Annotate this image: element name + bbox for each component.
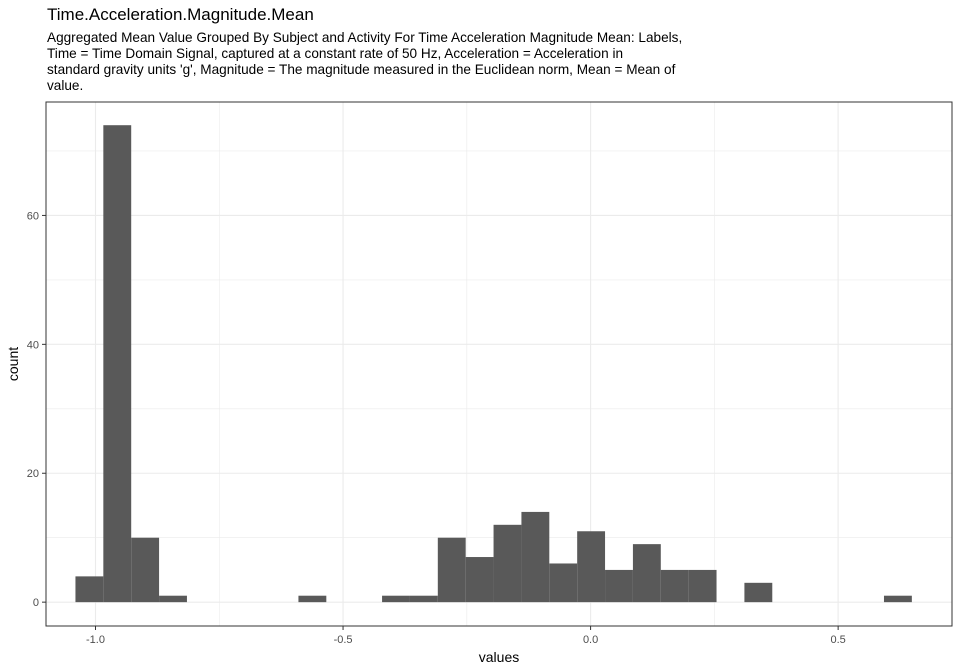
x-axis-title: values [479, 649, 519, 665]
subtitle-line: Aggregated Mean Value Grouped By Subject… [47, 30, 683, 45]
histogram-bar [298, 595, 327, 603]
histogram-bar [409, 595, 438, 603]
histogram-bar [437, 537, 466, 603]
chart-subtitle: Aggregated Mean Value Grouped By Subject… [47, 30, 737, 94]
axis-ticks [42, 214, 839, 630]
x-tick-label: 0.5 [830, 634, 845, 646]
y-tick-label: 20 [27, 468, 39, 480]
histogram-bar [549, 563, 578, 603]
x-tick-label: -1.0 [86, 634, 105, 646]
y-axis-title: count [5, 347, 21, 381]
histogram-bar [75, 576, 104, 603]
histogram-bar [465, 557, 494, 603]
y-tick-label: 0 [33, 597, 39, 609]
histogram-bar [883, 595, 912, 603]
histogram-bar [521, 511, 550, 603]
histogram-bar [493, 524, 522, 603]
histogram-bar [744, 582, 773, 603]
grid-major-lines [46, 102, 952, 626]
histogram-bar [660, 569, 689, 603]
histogram-bar [632, 544, 661, 603]
histogram-bar [103, 125, 132, 603]
y-tick-label: 60 [27, 210, 39, 222]
x-axis-tick-labels: -1.0 -0.5 0.0 0.5 [86, 634, 846, 646]
subtitle-line: standard gravity units 'g', Magnitude = … [47, 62, 676, 77]
chart-title: Time.Acceleration.Magnitude.Mean [47, 5, 314, 24]
histogram-bar [159, 595, 187, 603]
subtitle-line: value. [47, 78, 84, 93]
x-tick-label: 0.0 [583, 634, 598, 646]
histogram-bar [577, 531, 606, 603]
plot-panel-border [45, 101, 953, 627]
subtitle-line: Time = Time Domain Signal, captured at a… [47, 46, 624, 61]
histogram-bar [688, 569, 717, 603]
histogram-bar [131, 537, 160, 603]
histogram-bar [382, 595, 410, 603]
y-axis-tick-labels: 0 20 40 60 [27, 210, 39, 609]
histogram-bars [75, 125, 912, 603]
histogram-bar [605, 569, 633, 603]
x-tick-label: -0.5 [334, 634, 353, 646]
y-tick-label: 40 [27, 339, 39, 351]
